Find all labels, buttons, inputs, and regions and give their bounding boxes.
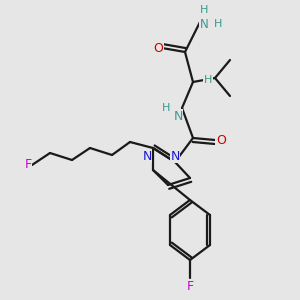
Text: O: O <box>153 41 163 55</box>
Text: O: O <box>216 134 226 146</box>
Text: N: N <box>142 149 152 163</box>
Text: N: N <box>173 110 183 122</box>
Text: F: F <box>186 280 194 292</box>
Text: N: N <box>170 149 180 163</box>
Text: H: H <box>204 75 212 85</box>
Text: N: N <box>200 17 208 31</box>
Text: H: H <box>214 19 222 29</box>
Text: H: H <box>200 5 208 15</box>
Text: F: F <box>24 158 32 172</box>
Text: H: H <box>162 103 170 113</box>
